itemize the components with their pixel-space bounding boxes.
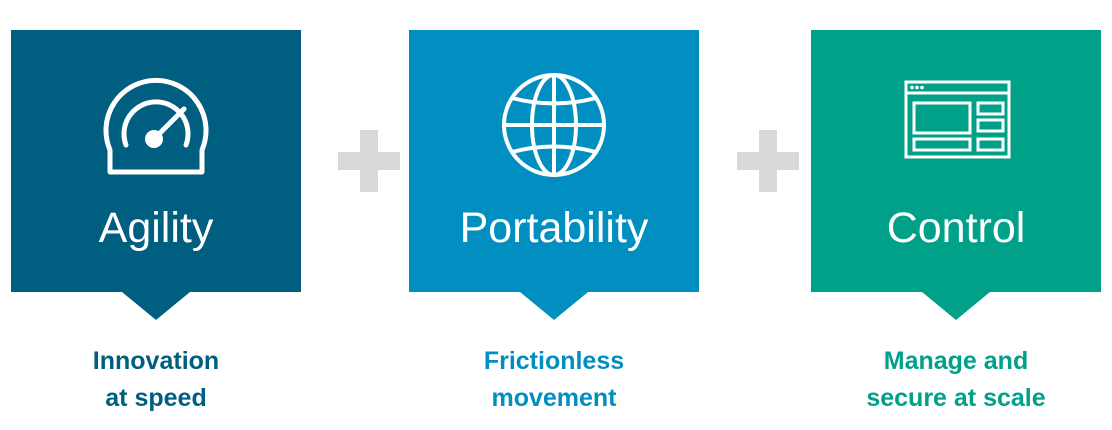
card-pointer (520, 292, 588, 320)
card-title: Control (886, 204, 1026, 252)
portability-caption: Frictionless movement (409, 343, 699, 417)
card-title: Portability (459, 204, 649, 252)
plus-icon (338, 130, 400, 192)
caption-line: Innovation (92, 347, 220, 375)
browser-window-icon (904, 80, 1011, 159)
agility-caption: Innovation at speed (11, 343, 301, 417)
control-caption: Manage and secure at scale (811, 343, 1101, 417)
card-pointer (922, 292, 990, 320)
plus-icon (737, 130, 799, 192)
agility-card: Agility (11, 30, 301, 320)
globe-icon (502, 73, 606, 177)
caption-line: at speed (105, 384, 207, 412)
caption-line: secure at scale (866, 384, 1046, 412)
portability-card: Portability (409, 30, 699, 320)
control-card: Control (811, 30, 1101, 320)
caption-line: Frictionless (483, 347, 625, 375)
caption-line: Manage and (883, 347, 1029, 375)
speedometer-icon (103, 77, 209, 175)
card-title: Agility (98, 204, 214, 252)
caption-line: movement (491, 384, 617, 412)
card-pointer (122, 292, 190, 320)
